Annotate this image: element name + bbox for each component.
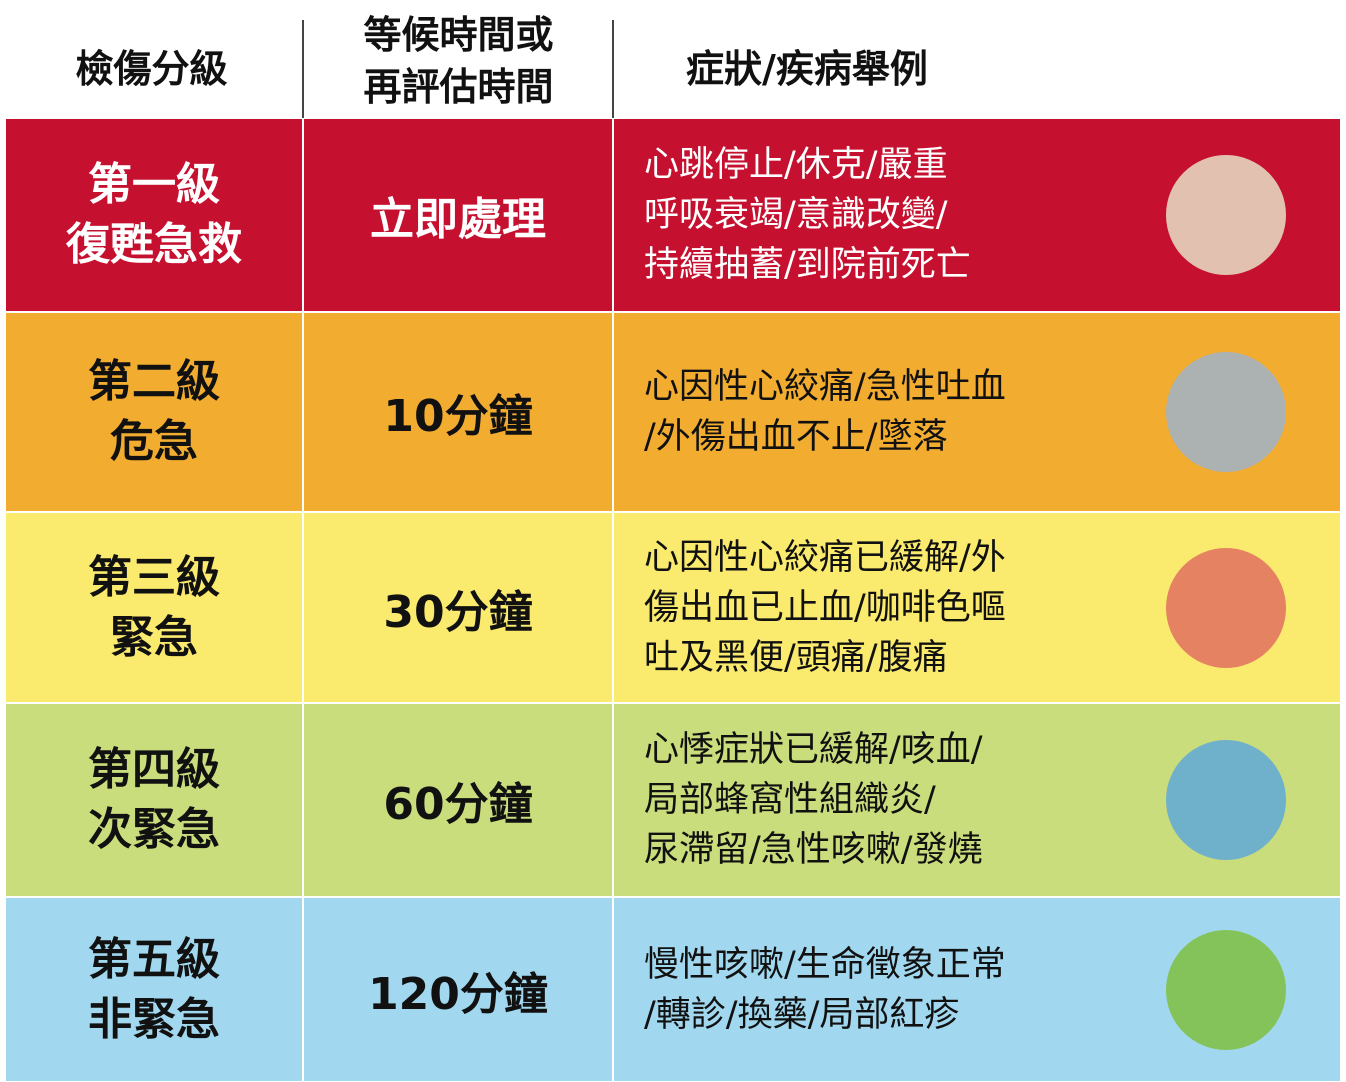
level-text: 非緊急 [88, 993, 220, 1045]
symptom-line: 呼吸衰竭/意識改變/ [644, 195, 948, 235]
header-wait: 等候時間或 再評估時間 [304, 4, 613, 118]
symptom-line: 心跳停止/休克/嚴重 [644, 145, 948, 185]
symptom-line: 尿滯留/急性咳嗽/發燒 [644, 830, 983, 870]
symptom-line: 慢性咳嗽/生命徵象正常 [644, 944, 1006, 985]
header-symptoms: 症狀/疾病舉例 [686, 20, 1186, 118]
column-divider [302, 313, 304, 511]
header-text: 等候時間或 [363, 13, 554, 57]
symptoms-cell: 慢性咳嗽/生命徵象正常/轉診/換藥/局部紅疹 [614, 898, 1174, 1081]
level-text: 第三級 [88, 551, 220, 603]
header-divider [302, 20, 304, 118]
table-row: 第三級緊急 30分鐘 心因性心絞痛已緩解/外 傷出血已止血/咖啡色嘔 吐及黑便/頭痛/腹… [6, 513, 1340, 702]
symptom-line: 吐及黑便/頭痛/腹痛 [644, 637, 948, 678]
illustration [1166, 740, 1286, 860]
symptom-line: 心因性心絞痛已緩解/外 [644, 537, 1006, 578]
level-cell: 第四級 次緊急 [6, 704, 302, 896]
level-text: 復甦急救 [66, 219, 242, 270]
level-cell: 第一級 復甦急救 [6, 119, 302, 311]
illustration [1166, 547, 1286, 668]
wait-text: 30分鐘 [383, 586, 533, 638]
column-divider [612, 313, 614, 511]
header-text: 再評估時間 [363, 65, 554, 109]
level-text: 第四級 [88, 744, 220, 795]
level-text: 第五級 [88, 933, 220, 985]
level-cell: 第二級 危急 [6, 313, 302, 511]
header-divider [612, 20, 614, 118]
illustration [1166, 929, 1286, 1050]
level-cell: 第五級 非緊急 [6, 898, 302, 1081]
column-divider [302, 898, 304, 1081]
level-text: 次緊急 [88, 804, 220, 855]
symptom-line: /轉診/換藥/局部紅疹 [644, 994, 960, 1035]
column-divider [612, 119, 614, 311]
table-row: 第五級非緊急 120分鐘 慢性咳嗽/生命徵象正常/轉診/換藥/局部紅疹 [6, 898, 1340, 1081]
wait-cell: 60分鐘 [304, 704, 612, 896]
symptom-line: 心悸症狀已緩解/咳血/ [644, 730, 983, 770]
wait-text: 10分鐘 [383, 391, 533, 442]
table-row: 第一級復甦急救 立即處理 心跳停止/休克/嚴重 呼吸衰竭/意識改變/持續抽蓄/到院前死… [6, 119, 1340, 311]
wait-text: 60分鐘 [383, 779, 533, 830]
symptoms-cell: 心跳停止/休克/嚴重 呼吸衰竭/意識改變/持續抽蓄/到院前死亡 [614, 119, 1174, 311]
column-divider [302, 513, 304, 702]
header-text: 檢傷分級 [75, 47, 228, 91]
table-row: 第二級危急 10分鐘 心因性心絞痛/急性吐血/外傷出血不止/墜落 [6, 313, 1340, 511]
symptoms-cell: 心因性心絞痛/急性吐血/外傷出血不止/墜落 [614, 313, 1174, 511]
wait-cell: 10分鐘 [304, 313, 612, 511]
level-text: 第一級 [88, 159, 220, 210]
wait-text: 120分鐘 [368, 968, 548, 1020]
wait-text: 立即處理 [370, 194, 546, 245]
wait-cell: 120分鐘 [304, 898, 612, 1081]
symptom-line: 心因性心絞痛/急性吐血 [644, 367, 1006, 407]
level-text: 危急 [110, 416, 198, 467]
header-text: 症狀/疾病舉例 [686, 47, 928, 91]
symptom-line: 持續抽蓄/到院前死亡 [644, 245, 971, 285]
symptom-line: 局部蜂窩性組織炎/ [644, 780, 936, 820]
column-divider [302, 704, 304, 896]
table-row: 第四級次緊急 60分鐘 心悸症狀已緩解/咳血/局部蜂窩性組織炎/尿滯留/急性咳嗽/發… [6, 704, 1340, 896]
symptom-line: /外傷出血不止/墜落 [644, 417, 948, 457]
column-divider [612, 898, 614, 1081]
column-divider [612, 704, 614, 896]
illustration [1166, 352, 1286, 472]
wait-cell: 立即處理 [304, 119, 612, 311]
level-text: 第二級 [88, 356, 220, 407]
symptoms-cell: 心悸症狀已緩解/咳血/局部蜂窩性組織炎/尿滯留/急性咳嗽/發燒 [614, 704, 1174, 896]
illustration [1166, 155, 1286, 275]
column-divider [612, 513, 614, 702]
wait-cell: 30分鐘 [304, 513, 612, 702]
symptom-line: 傷出血已止血/咖啡色嘔 [644, 587, 1006, 628]
column-divider [302, 119, 304, 311]
symptoms-cell: 心因性心絞痛已緩解/外 傷出血已止血/咖啡色嘔 吐及黑便/頭痛/腹痛 [614, 513, 1174, 702]
header-level: 檢傷分級 [0, 20, 303, 118]
level-text: 緊急 [110, 611, 198, 663]
level-cell: 第三級 緊急 [6, 513, 302, 702]
